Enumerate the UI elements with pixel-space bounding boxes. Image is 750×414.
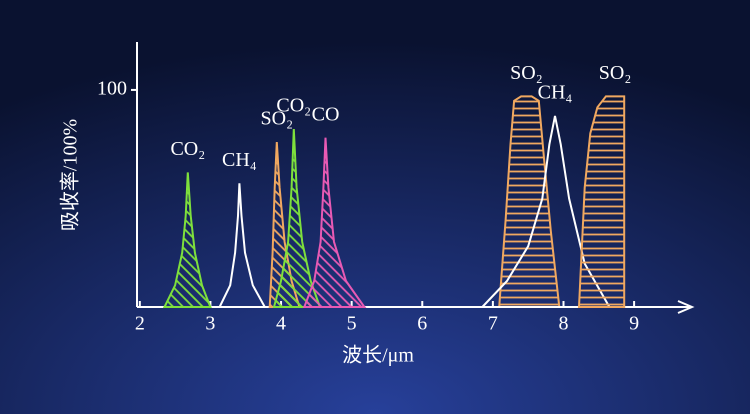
peak-label: SO₂ (599, 62, 632, 84)
x-tick-label: 6 (417, 313, 427, 335)
absorption-peak (162, 172, 212, 308)
peak-label: CO (312, 103, 340, 125)
absorption-peak (577, 95, 626, 308)
x-tick-label: 2 (135, 313, 145, 335)
x-tick-label: 4 (276, 313, 286, 335)
peak-label: CO₂ (276, 95, 311, 117)
x-tick-label: 7 (488, 313, 498, 335)
y-axis-label: 吸收率/100% (59, 119, 82, 231)
peak-label: CH₄ (538, 82, 573, 104)
absorption-peak (217, 183, 267, 308)
x-tick-label: 3 (205, 313, 215, 335)
x-tick-label: 9 (629, 313, 639, 335)
x-tick-label: 5 (347, 313, 357, 335)
absorption-peak (498, 95, 561, 308)
peak-label: SO₂ (510, 62, 543, 84)
peak-label: CO₂ (170, 138, 205, 160)
x-arrow (677, 300, 695, 314)
peak-label: CH₄ (222, 149, 257, 171)
x-tick-label: 8 (558, 313, 568, 335)
y-tick-label: 100 (97, 78, 127, 100)
x-axis-label: 波长/μm (342, 344, 414, 367)
absorption-peak (302, 137, 367, 308)
peak-label: SO₂ (261, 108, 294, 130)
